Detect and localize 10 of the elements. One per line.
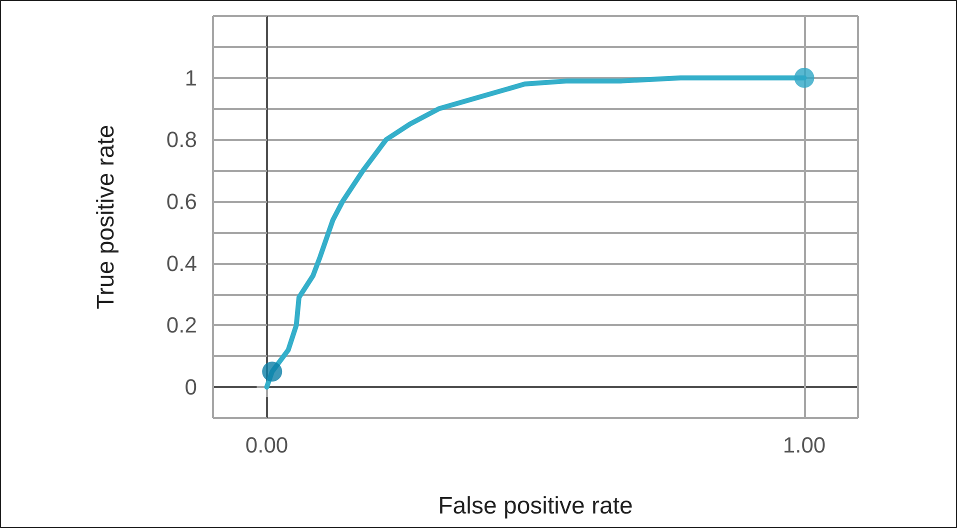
- y-tick-label: 0: [184, 374, 197, 400]
- x-tick-label: 0.00: [245, 432, 288, 458]
- x-tick-label: 1.00: [782, 432, 826, 458]
- y-axis-title: True positive rate: [92, 124, 120, 310]
- y-tick-label: 0.2: [166, 312, 197, 338]
- x-axis-title: False positive rate: [438, 492, 633, 520]
- y-tick-label: 0.4: [166, 250, 197, 276]
- y-tick-label: 1: [184, 65, 197, 90]
- y-tick-label: 0.8: [166, 127, 197, 152]
- y-tick-label: 0.6: [166, 189, 197, 214]
